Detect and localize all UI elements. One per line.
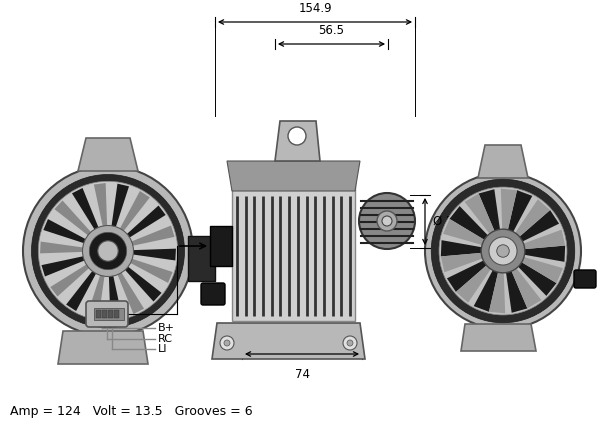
Bar [113, 310, 119, 318]
Circle shape [224, 340, 230, 346]
Bar [94, 308, 124, 320]
Circle shape [497, 245, 509, 257]
Polygon shape [78, 138, 138, 171]
Polygon shape [50, 265, 89, 296]
Polygon shape [508, 190, 533, 232]
Circle shape [347, 340, 353, 346]
Polygon shape [40, 242, 83, 253]
Polygon shape [275, 121, 320, 161]
Polygon shape [43, 219, 86, 243]
Polygon shape [443, 219, 484, 245]
Polygon shape [55, 201, 91, 235]
Bar [101, 310, 107, 318]
Circle shape [481, 229, 525, 273]
FancyBboxPatch shape [574, 270, 596, 288]
Circle shape [89, 232, 127, 270]
Polygon shape [506, 271, 527, 313]
Polygon shape [478, 145, 528, 178]
Text: Ø 53: Ø 53 [433, 215, 461, 228]
Circle shape [439, 187, 567, 315]
Polygon shape [447, 261, 486, 292]
Circle shape [98, 241, 118, 261]
Polygon shape [501, 189, 517, 230]
Circle shape [83, 225, 134, 276]
Text: LI: LI [158, 344, 168, 354]
Polygon shape [117, 272, 144, 314]
Polygon shape [127, 205, 166, 238]
Circle shape [431, 179, 575, 323]
Text: B+: B+ [158, 323, 175, 333]
Text: 154.9: 154.9 [298, 2, 332, 15]
Circle shape [359, 193, 415, 249]
Polygon shape [132, 225, 174, 246]
Polygon shape [131, 259, 173, 283]
Polygon shape [111, 184, 129, 227]
Polygon shape [94, 183, 107, 226]
Text: Amp = 124   Volt = 13.5   Grooves = 6: Amp = 124 Volt = 13.5 Grooves = 6 [10, 405, 253, 418]
Polygon shape [461, 324, 536, 351]
Circle shape [220, 336, 234, 350]
Text: 56.5: 56.5 [319, 24, 344, 37]
Polygon shape [449, 206, 488, 240]
Polygon shape [66, 271, 96, 311]
Polygon shape [525, 245, 565, 262]
Bar [95, 310, 101, 318]
FancyBboxPatch shape [86, 301, 128, 327]
Circle shape [288, 127, 306, 145]
Polygon shape [518, 262, 556, 296]
Polygon shape [479, 189, 500, 231]
Polygon shape [489, 272, 505, 313]
Polygon shape [125, 267, 162, 302]
Polygon shape [465, 194, 494, 234]
Polygon shape [212, 323, 365, 359]
Circle shape [38, 181, 178, 321]
Polygon shape [210, 226, 232, 266]
Circle shape [425, 173, 581, 329]
Circle shape [489, 237, 517, 265]
Polygon shape [456, 266, 491, 303]
Polygon shape [41, 256, 84, 276]
Polygon shape [133, 249, 176, 260]
Polygon shape [120, 191, 150, 231]
Polygon shape [109, 276, 122, 319]
Polygon shape [58, 331, 148, 364]
Polygon shape [474, 270, 498, 312]
Circle shape [32, 174, 184, 327]
Polygon shape [519, 210, 559, 242]
Text: RC: RC [158, 334, 173, 344]
Polygon shape [72, 188, 98, 229]
Circle shape [23, 166, 193, 336]
Bar [232, 166, 355, 321]
FancyBboxPatch shape [201, 283, 225, 305]
Circle shape [343, 336, 357, 350]
Circle shape [382, 216, 392, 226]
Polygon shape [522, 257, 563, 283]
Text: 74: 74 [295, 368, 310, 381]
Polygon shape [87, 275, 104, 318]
Polygon shape [515, 199, 550, 237]
Bar [107, 310, 113, 318]
Polygon shape [227, 161, 360, 191]
Polygon shape [441, 240, 482, 256]
Circle shape [377, 211, 397, 231]
Polygon shape [524, 230, 565, 249]
Polygon shape [441, 253, 482, 272]
Polygon shape [188, 236, 215, 281]
Polygon shape [512, 268, 541, 308]
